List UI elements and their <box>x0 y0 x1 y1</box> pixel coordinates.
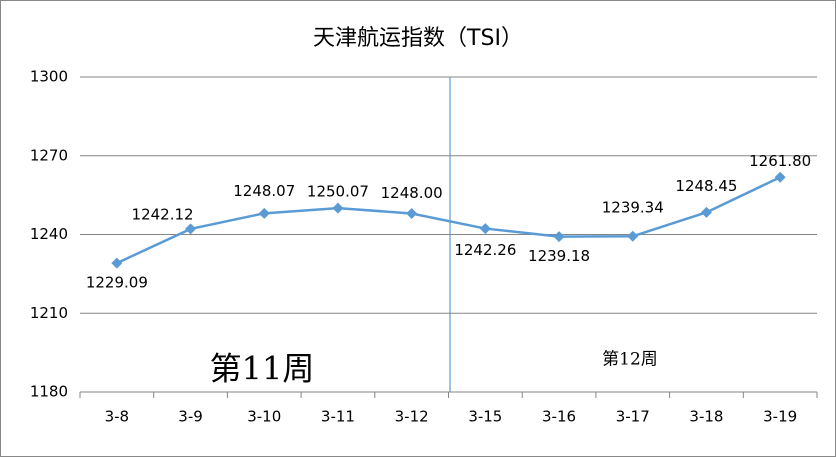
data-point <box>627 230 639 242</box>
chart-title: 天津航运指数（TSI） <box>313 26 523 51</box>
y-tick-label: 1270 <box>30 146 68 164</box>
data-point <box>774 171 786 183</box>
data-point <box>700 206 712 218</box>
data-point <box>332 202 344 214</box>
data-point <box>553 231 565 243</box>
x-tick-label: 3-8 <box>105 408 130 426</box>
data-label: 1239.18 <box>528 247 590 265</box>
x-tick-label: 3-15 <box>468 408 502 426</box>
x-tick-label: 3-19 <box>763 408 797 426</box>
y-tick-label: 1300 <box>30 68 68 86</box>
annotation: 第12周 <box>602 350 658 370</box>
data-point <box>185 223 197 235</box>
data-point <box>258 207 270 219</box>
annotation: 第11周 <box>210 350 315 388</box>
x-tick-label: 3-9 <box>178 408 203 426</box>
data-label: 1242.26 <box>454 241 516 259</box>
x-tick-label: 3-10 <box>247 408 281 426</box>
data-label: 1242.12 <box>132 205 194 223</box>
x-tick-label: 3-11 <box>321 408 355 426</box>
data-point <box>479 223 491 235</box>
data-label: 1229.09 <box>86 274 148 292</box>
data-label: 1261.80 <box>749 152 811 170</box>
x-tick-label: 3-12 <box>395 408 429 426</box>
data-line <box>116 176 781 265</box>
data-label: 1248.00 <box>381 184 443 202</box>
data-label: 1239.34 <box>602 199 664 217</box>
data-label: 1250.07 <box>307 183 369 201</box>
data-point <box>406 208 418 219</box>
x-tick-label: 3-17 <box>616 408 650 426</box>
x-tick-label: 3-16 <box>542 408 576 426</box>
y-tick-label: 1180 <box>30 383 68 401</box>
x-tick-label: 3-18 <box>689 408 723 426</box>
data-point <box>111 257 123 269</box>
y-tick-label: 1240 <box>30 225 68 243</box>
data-label: 1248.45 <box>675 177 737 195</box>
data-label: 1248.07 <box>233 182 295 200</box>
y-tick-label: 1210 <box>30 304 68 322</box>
